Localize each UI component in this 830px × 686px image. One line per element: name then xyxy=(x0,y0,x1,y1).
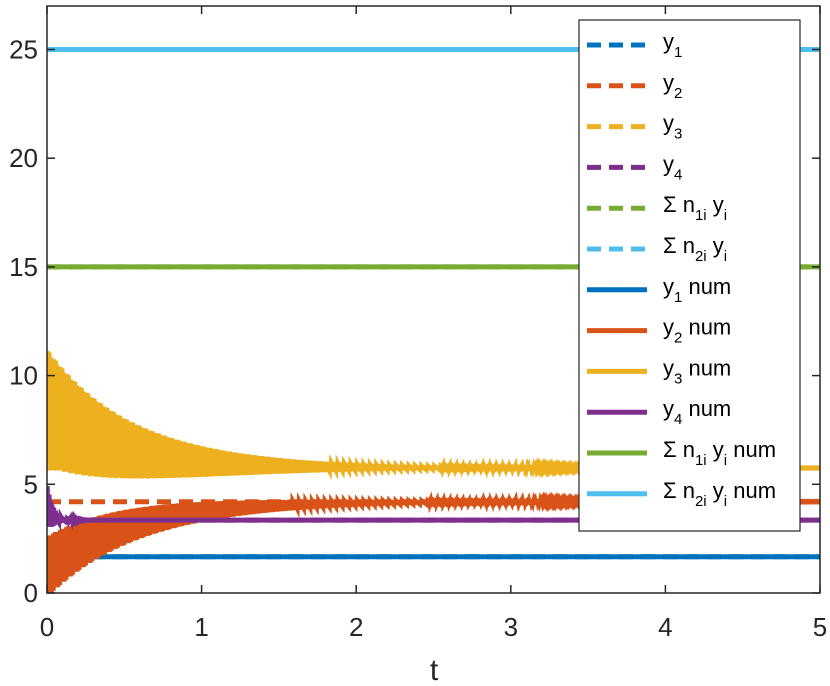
x-tick-label: 2 xyxy=(349,612,363,642)
x-tick-label: 5 xyxy=(813,612,827,642)
legend-entry: y4 xyxy=(663,151,682,183)
legend-box xyxy=(578,19,801,532)
ticks-layer: 0 1 2 3 4 5 0 5 10 15 20 25 xyxy=(9,6,827,642)
legend-entry: y2 xyxy=(663,70,682,102)
y-tick-label: 25 xyxy=(9,34,38,64)
legend-entry: Σ n2i yi xyxy=(663,233,727,265)
y-tick-label: 15 xyxy=(9,252,38,282)
legend-entry: Σ n2i yi num xyxy=(663,478,776,510)
y-tick-label: 5 xyxy=(24,469,38,499)
series-line-y1-num xyxy=(47,546,820,579)
legend-entry: y3 num xyxy=(663,355,731,387)
x-tick-label: 1 xyxy=(194,612,208,642)
legend-entry: Σ n1i yi xyxy=(663,192,727,224)
legend-entry: Σ n1i yi num xyxy=(663,437,776,469)
x-tick-label: 3 xyxy=(504,612,518,642)
plot-frame xyxy=(46,5,821,594)
legend: y1 y2 y3 y4 Σ n1i yi Σ n2i yi y1 num y2 num y3 n… xyxy=(578,19,801,532)
legend-entry: y1 num xyxy=(663,274,731,306)
legend-entry: y4 num xyxy=(663,396,731,428)
y-tick-label: 10 xyxy=(9,361,38,391)
y-tick-label: 20 xyxy=(9,143,38,173)
legend-entry: y3 xyxy=(663,111,682,143)
legend-entry: y2 num xyxy=(663,315,731,347)
legend-entry: y1 xyxy=(663,29,682,61)
x-axis-label: t xyxy=(430,654,439,686)
y-tick-label: 0 xyxy=(24,578,38,608)
x-tick-label: 0 xyxy=(40,612,54,642)
x-tick-label: 4 xyxy=(658,612,672,642)
